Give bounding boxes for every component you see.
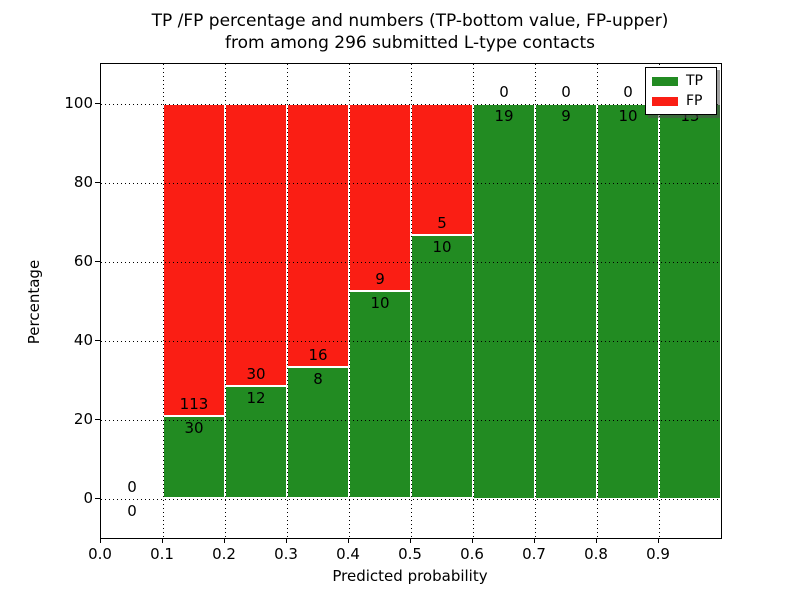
legend-item-fp: FP bbox=[652, 93, 710, 109]
v-gridline bbox=[349, 64, 350, 538]
y-tick-label: 80 bbox=[73, 172, 93, 191]
y-tick-label: 100 bbox=[64, 93, 93, 112]
x-tick-label: 0.9 bbox=[646, 545, 670, 563]
tp-count-label: 8 bbox=[313, 369, 323, 388]
plot-area: 0011330301216891051001909010015 TP FP bbox=[100, 63, 722, 539]
legend: TP FP bbox=[645, 67, 717, 115]
tp-color-swatch bbox=[652, 76, 678, 86]
fp-count-label: 30 bbox=[246, 364, 266, 383]
tp-count-label: 19 bbox=[494, 106, 514, 125]
x-tick-label: 0.8 bbox=[584, 545, 608, 563]
tp-count-label: 12 bbox=[246, 388, 266, 407]
x-tick-mark bbox=[410, 538, 411, 543]
x-tick-mark bbox=[100, 538, 101, 543]
v-gridline bbox=[287, 64, 288, 538]
fp-count-label: 5 bbox=[437, 214, 447, 233]
y-tick-mark bbox=[95, 418, 100, 420]
x-tick-mark bbox=[472, 538, 473, 543]
y-tick-label: 60 bbox=[73, 251, 93, 270]
y-tick-mark bbox=[95, 181, 100, 183]
tp-count-label: 10 bbox=[618, 106, 638, 125]
x-tick-mark bbox=[658, 538, 659, 543]
legend-label-fp: FP bbox=[686, 93, 703, 109]
x-tick-mark bbox=[348, 538, 349, 543]
y-tick-label: 20 bbox=[73, 409, 93, 428]
bar-segment-tp bbox=[659, 103, 721, 499]
fp-count-label: 0 bbox=[127, 477, 137, 496]
bar-segment-fp bbox=[349, 103, 411, 291]
chart-title-line1: TP /FP percentage and numbers (TP-bottom… bbox=[151, 11, 669, 31]
bar-segment-fp bbox=[163, 103, 225, 416]
chart-title-line2: from among 296 submitted L-type contacts bbox=[224, 33, 595, 53]
y-tick-label: 0 bbox=[83, 488, 93, 507]
fp-count-label: 0 bbox=[499, 82, 509, 101]
x-tick-label: 0.6 bbox=[460, 545, 484, 563]
y-tick-mark bbox=[95, 260, 100, 262]
legend-label-tp: TP bbox=[686, 73, 703, 89]
v-gridline bbox=[659, 64, 660, 538]
y-tick-mark bbox=[95, 497, 100, 499]
fp-count-label: 0 bbox=[623, 82, 633, 101]
v-gridline bbox=[535, 64, 536, 538]
v-gridline bbox=[473, 64, 474, 538]
tp-count-label: 30 bbox=[184, 418, 204, 437]
x-tick-mark bbox=[596, 538, 597, 543]
v-gridline bbox=[411, 64, 412, 538]
tp-count-label: 10 bbox=[432, 238, 452, 257]
bar-segment-tp bbox=[597, 103, 659, 499]
bar-segment-fp bbox=[225, 103, 287, 386]
y-axis-label: Percentage bbox=[25, 259, 43, 345]
bar-segment-tp bbox=[349, 290, 411, 499]
x-axis-label: Predicted probability bbox=[332, 567, 488, 585]
legend-item-tp: TP bbox=[652, 73, 710, 89]
y-tick-mark bbox=[95, 339, 100, 341]
x-tick-label: 0.1 bbox=[150, 545, 174, 563]
fp-count-label: 16 bbox=[308, 345, 328, 364]
tp-count-label: 0 bbox=[127, 501, 137, 520]
x-tick-label: 0.7 bbox=[522, 545, 546, 563]
bar-segment-fp bbox=[411, 103, 473, 236]
bar-segment-fp bbox=[287, 103, 349, 367]
y-tick-mark bbox=[95, 102, 100, 104]
v-gridline bbox=[225, 64, 226, 538]
fp-count-label: 0 bbox=[561, 82, 571, 101]
x-tick-mark bbox=[534, 538, 535, 543]
fp-color-swatch bbox=[652, 96, 678, 106]
bar-segment-tp bbox=[411, 235, 473, 499]
v-gridline bbox=[163, 64, 164, 538]
tp-count-label: 9 bbox=[561, 106, 571, 125]
tp-count-label: 10 bbox=[370, 293, 390, 312]
y-tick-label: 40 bbox=[73, 330, 93, 349]
x-tick-label: 0.5 bbox=[398, 545, 422, 563]
v-gridline bbox=[597, 64, 598, 538]
x-tick-mark bbox=[224, 538, 225, 543]
bar-segment-tp bbox=[473, 103, 535, 499]
fp-count-label: 9 bbox=[375, 269, 385, 288]
x-tick-mark bbox=[286, 538, 287, 543]
x-tick-label: 0.0 bbox=[88, 545, 112, 563]
bar-segment-tp bbox=[535, 103, 597, 499]
x-tick-label: 0.3 bbox=[274, 545, 298, 563]
fp-count-label: 113 bbox=[179, 394, 209, 413]
x-tick-mark bbox=[162, 538, 163, 543]
chart-title: TP /FP percentage and numbers (TP-bottom… bbox=[100, 10, 720, 54]
x-tick-label: 0.2 bbox=[212, 545, 236, 563]
x-tick-label: 0.4 bbox=[336, 545, 360, 563]
bar-segment-tp bbox=[225, 385, 287, 499]
